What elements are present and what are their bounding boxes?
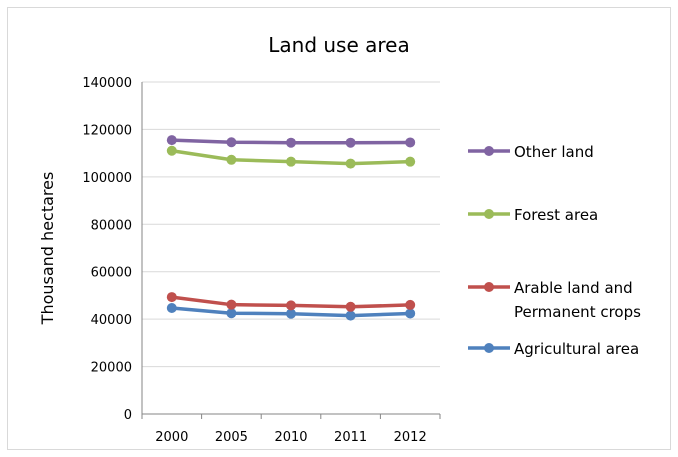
legend-item: Other land <box>468 143 594 161</box>
data-point <box>226 154 237 165</box>
legend-item: Forest area <box>468 206 598 224</box>
legend-label: Other land <box>514 143 594 161</box>
chart-title: Land use area <box>268 33 409 57</box>
data-point <box>286 156 296 167</box>
data-point <box>166 135 177 146</box>
data-point <box>345 158 356 169</box>
x-tick-label: 2012 <box>394 430 427 445</box>
legend: Other land Forest area Arable land and Perm… <box>468 143 641 358</box>
legend-label: Agricultural area <box>514 340 639 358</box>
legend-swatch-marker <box>484 146 494 156</box>
data-point <box>286 308 296 319</box>
x-tick-label: 2011 <box>334 430 367 445</box>
data-point <box>345 310 356 321</box>
data-point <box>345 137 356 148</box>
legend-swatch-marker <box>484 343 494 353</box>
series-forest-area <box>166 145 416 169</box>
x-tick-label: 2000 <box>155 430 188 445</box>
legend-label: Permanent crops <box>514 303 641 321</box>
series-agricultural-area <box>166 302 416 321</box>
legend-swatch-marker <box>484 209 494 219</box>
data-point <box>405 137 416 148</box>
axes: 0 20000 40000 60000 80000 100000 120000 140000 2… <box>82 76 441 445</box>
y-tick-label: 140000 <box>82 76 132 91</box>
data-point <box>405 308 416 319</box>
data-point <box>226 137 237 148</box>
y-tick-label: 0 <box>124 408 132 423</box>
y-tick-label: 120000 <box>82 123 132 138</box>
legend-item: Agricultural area <box>468 340 639 358</box>
data-point <box>226 308 237 319</box>
x-tick-label: 2005 <box>215 430 248 445</box>
series-arable-land-and-permanent-crops <box>166 292 416 312</box>
y-tick-label: 80000 <box>91 218 132 233</box>
data-point <box>166 302 177 313</box>
legend-label: Arable land and <box>514 279 633 297</box>
y-axis-label: Thousand hectares <box>38 172 57 326</box>
data-point <box>286 300 296 311</box>
data-point <box>405 299 416 310</box>
data-point <box>405 156 416 167</box>
gridlines <box>142 81 440 368</box>
legend-item: Arable land and Permanent crops <box>468 279 641 321</box>
data-point <box>345 301 356 312</box>
data-point <box>286 137 296 148</box>
legend-swatch-marker <box>484 282 494 292</box>
y-tick-label: 60000 <box>91 266 132 281</box>
y-tick-label: 40000 <box>91 313 132 328</box>
data-point <box>166 145 177 156</box>
y-tick-label: 100000 <box>82 171 132 186</box>
chart-frame <box>7 7 671 450</box>
legend-label: Forest area <box>514 206 598 224</box>
series-lines <box>166 135 416 321</box>
series-other-land <box>166 135 416 148</box>
data-point <box>166 292 177 303</box>
x-tick-label: 2010 <box>274 430 307 445</box>
data-point <box>226 299 237 310</box>
y-tick-label: 20000 <box>91 361 132 376</box>
